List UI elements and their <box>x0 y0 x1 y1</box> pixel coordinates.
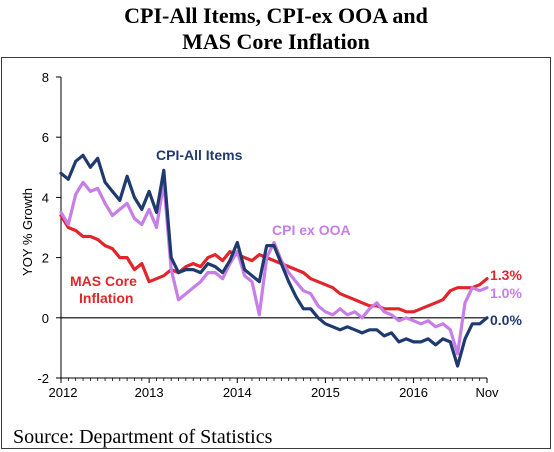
y-axis-label: YOY % Growth <box>20 188 35 276</box>
x-tick-label: Nov <box>475 385 499 400</box>
y-tick-label: 2 <box>42 251 49 266</box>
annotation-cpi-all-items: CPI-All Items <box>156 147 243 163</box>
x-tick-label: 2012 <box>49 385 78 400</box>
end-label-cpi-all-items: 0.0% <box>490 312 522 328</box>
chart-title-line-1: CPI-All Items, CPI-ex OOA and <box>124 3 428 28</box>
annotation-mas-core-line-2: Inflation <box>79 290 133 306</box>
x-tick-label: 2014 <box>223 385 252 400</box>
y-tick-label: 8 <box>42 70 49 85</box>
annotation-cpi-ex-ooa: CPI ex OOA <box>272 222 351 238</box>
axes: -2 0 2 4 6 8 2012 2013 2014 2015 2016 Nov <box>37 70 499 400</box>
chart-title: CPI-All Items, CPI-ex OOA and MAS Core I… <box>1 3 551 55</box>
series-line-cpi-all-items <box>59 153 489 368</box>
x-tick-label: 2015 <box>311 385 340 400</box>
series-labels: YOY % Growth CPI-All Items CPI ex OOA MA… <box>20 147 522 328</box>
y-tick-label: 4 <box>42 190 49 205</box>
y-tick-label: 0 <box>42 311 49 326</box>
end-label-cpi-ex-ooa: 1.0% <box>490 285 522 301</box>
x-tick-label: 2013 <box>135 385 164 400</box>
chart-title-line-2: MAS Core Inflation <box>182 29 370 54</box>
y-tick-label: 6 <box>42 130 49 145</box>
source-note: Source: Department of Statistics <box>13 426 273 448</box>
x-tick-label: 2016 <box>399 385 428 400</box>
end-label-mas-core: 1.3% <box>490 267 522 283</box>
series-lines <box>59 153 489 368</box>
y-tick-label: -2 <box>37 371 49 386</box>
series-line-mas-core-inflation <box>59 213 489 314</box>
series-line-cpi-ex-ooa <box>59 180 489 356</box>
title-band: CPI-All Items, CPI-ex OOA and MAS Core I… <box>1 1 551 58</box>
annotation-mas-core-line-1: MAS Core <box>70 273 137 289</box>
